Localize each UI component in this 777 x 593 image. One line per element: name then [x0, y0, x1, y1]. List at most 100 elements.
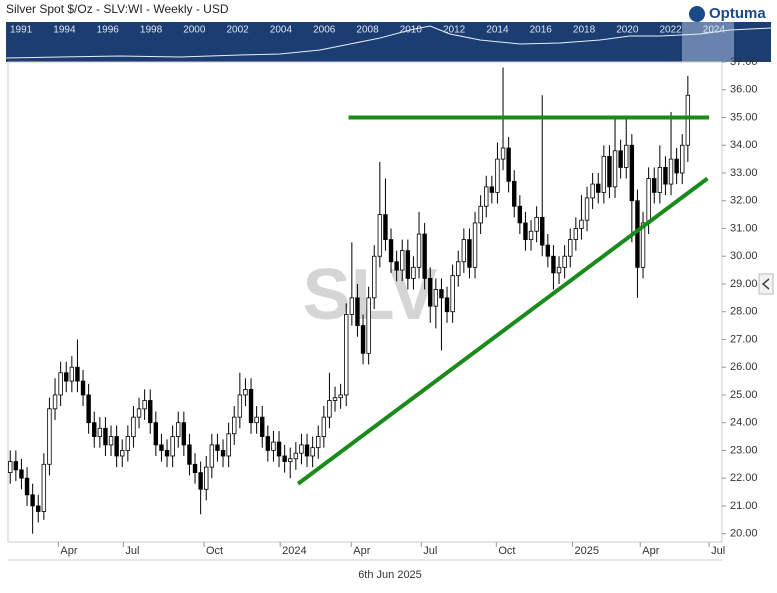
candle-body — [545, 244, 551, 257]
logo: Optuma — [689, 5, 766, 22]
candle-body — [640, 222, 646, 268]
y-tick-label: 20.00 — [730, 528, 758, 540]
candle-body — [439, 289, 444, 299]
navigator-year: 2008 — [356, 25, 379, 36]
candle-body — [472, 222, 478, 268]
navigator-year: 2014 — [486, 25, 509, 36]
candle-body — [568, 239, 573, 257]
navigator-year: 2004 — [270, 25, 293, 36]
candle-body — [601, 155, 607, 193]
candle-body — [41, 463, 47, 512]
candle-body — [192, 463, 198, 474]
navigator-year: 2012 — [443, 25, 466, 36]
candle-body — [517, 205, 523, 224]
x-tick-label: Jul — [125, 545, 139, 557]
navigator-line — [5, 25, 772, 59]
candle-body — [237, 394, 243, 418]
candle-body — [674, 158, 679, 174]
candle-body — [209, 444, 215, 468]
candle-body — [528, 230, 534, 240]
candle-body — [612, 150, 618, 188]
y-tick-label: 32.00 — [730, 195, 758, 207]
candle-body — [299, 444, 304, 454]
candle-body — [590, 183, 595, 199]
candle-body — [444, 297, 450, 313]
candle-body — [19, 469, 24, 479]
candle-body — [282, 455, 287, 462]
navigator-window[interactable] — [682, 22, 734, 62]
navigator-band — [6, 22, 771, 62]
candle-body — [260, 416, 265, 437]
candle-body — [58, 372, 63, 396]
candle-body — [293, 452, 299, 460]
candle-body — [338, 394, 343, 399]
candle-body — [596, 183, 601, 193]
candle-body — [489, 186, 495, 193]
candle-body — [304, 444, 310, 457]
x-tick-label: Oct — [498, 545, 515, 557]
candle-body — [428, 278, 433, 307]
navigator-year: 2018 — [573, 25, 596, 36]
candle-body — [24, 477, 30, 496]
candle-body — [153, 422, 159, 446]
trendline — [296, 176, 709, 486]
y-tick-label: 25.00 — [730, 389, 758, 401]
candle-body — [624, 144, 629, 168]
candle-body — [248, 388, 254, 424]
candle-body — [120, 450, 125, 457]
candle-body — [411, 266, 416, 279]
candle-body — [114, 436, 119, 457]
navigator[interactable]: 1991 1994 1996 1998 2000 2002 2004 2006 2008 2010… — [5, 22, 772, 62]
navigator-year: 1998 — [140, 25, 163, 36]
candle-body — [47, 408, 52, 465]
candle-body — [495, 158, 500, 193]
y-tick-label: 29.00 — [730, 278, 758, 290]
y-tick-label: 34.00 — [730, 139, 758, 151]
candle-body — [131, 416, 136, 437]
plot-frame — [7, 61, 723, 543]
y-tick-label: 35.00 — [730, 111, 758, 123]
y-tick-label: 24.00 — [730, 417, 758, 429]
candle-body — [534, 216, 539, 232]
candle-body — [344, 314, 349, 396]
candle-body — [467, 239, 472, 268]
candle-body — [562, 255, 567, 268]
candle-body — [232, 416, 237, 435]
candle-body — [36, 505, 41, 512]
candle-body — [30, 494, 35, 507]
collapse-button[interactable] — [758, 273, 774, 295]
x-tick-label: 2025 — [574, 545, 598, 557]
navigator-year: 2024 — [703, 25, 726, 36]
candle-body — [142, 400, 147, 410]
candle-body — [405, 250, 411, 279]
navigator-year: 2016 — [530, 25, 553, 36]
candle-body — [332, 397, 338, 401]
navigator-year: 2006 — [313, 25, 336, 36]
candle-body — [103, 427, 108, 446]
candle-body — [680, 144, 685, 174]
candle-body — [400, 250, 405, 271]
candle-body — [265, 436, 271, 451]
candle-body — [551, 255, 556, 274]
navigator-year: 2002 — [227, 25, 250, 36]
y-tick-label: 22.00 — [730, 472, 758, 484]
candle-body — [75, 366, 80, 382]
x-tick-label: Jul — [423, 545, 437, 557]
candle-body — [187, 444, 192, 465]
collapse-button-box[interactable] — [758, 273, 774, 295]
navigator-year: 2020 — [616, 25, 639, 36]
y-tick-label: 36.00 — [730, 84, 758, 96]
candle-body — [136, 408, 142, 418]
candle-body — [377, 214, 383, 257]
candle-body — [478, 205, 483, 224]
candle-body — [433, 289, 439, 307]
candle-body — [394, 261, 399, 271]
candle-body — [422, 233, 427, 279]
candle-body — [204, 466, 209, 490]
navigator-year: 1996 — [97, 25, 120, 36]
candle-body — [125, 436, 131, 451]
x-tick-label: Apr — [353, 545, 370, 557]
candle-body — [52, 394, 58, 410]
navigator-year: 2022 — [660, 25, 683, 36]
